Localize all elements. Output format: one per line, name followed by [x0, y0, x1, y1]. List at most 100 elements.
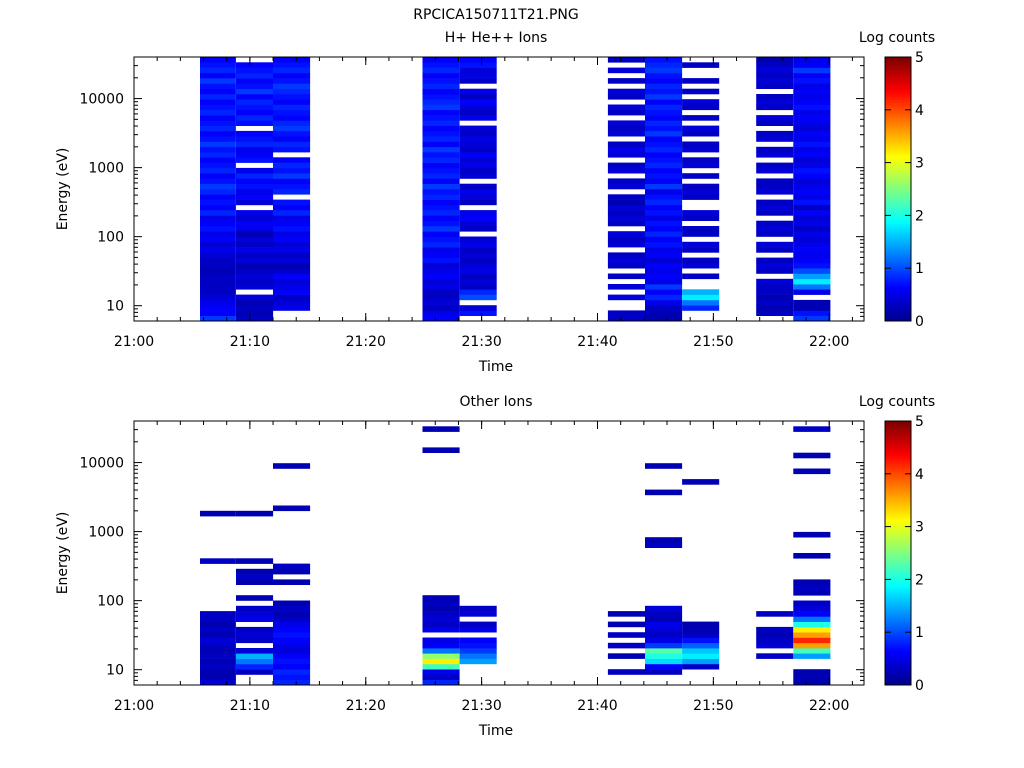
spectrogram-cell	[273, 273, 311, 280]
spectrogram-cell	[459, 220, 497, 227]
spectrogram-cell	[682, 226, 720, 232]
colorbar-segment	[885, 494, 911, 498]
spectrogram-cell	[422, 72, 460, 79]
colorbar-segment	[885, 91, 911, 95]
spectrogram-cell	[422, 605, 460, 612]
spectrogram-cell	[607, 642, 645, 649]
spectrogram-cell	[756, 204, 794, 211]
colorbar-segment	[885, 183, 911, 187]
colorbar-segment	[885, 257, 911, 261]
spectrogram-cell	[607, 252, 645, 258]
colorbar-segment	[885, 146, 911, 150]
spectrogram-cell	[422, 115, 460, 121]
spectrogram-cell	[273, 115, 311, 121]
spectrogram-cell	[200, 611, 236, 617]
colorbar: 0 1 2 3 4 5	[884, 414, 924, 694]
spectrogram-cell	[682, 626, 720, 633]
colorbar-segment	[885, 88, 911, 92]
spectrogram-cell	[200, 136, 236, 142]
colorbar-segment	[885, 159, 911, 163]
spectrogram-cell	[459, 621, 497, 628]
axes: 21:00 21:10 21:20 21:30 21:40 21:50 22:00 10 100…	[79, 56, 865, 350]
spectrogram-cell	[645, 252, 683, 258]
colorbar-segment	[885, 57, 911, 61]
colorbar-tick-label: 4	[915, 467, 924, 483]
spectrogram-cell	[459, 125, 497, 132]
spectrogram-cell	[273, 674, 311, 680]
colorbar-segment	[885, 682, 911, 686]
colorbar-segment	[885, 175, 911, 179]
spectrogram-cell	[236, 146, 274, 153]
spectrogram-cell	[200, 310, 236, 316]
spectrogram-cell	[682, 241, 720, 248]
spectrogram-cell	[756, 305, 794, 311]
spectrogram-cell	[793, 284, 831, 290]
y-tick-label: 10000	[79, 456, 124, 472]
spectrogram-cell	[459, 294, 497, 301]
spectrogram-cell	[756, 289, 794, 295]
x-tick-label: 21:30	[461, 698, 501, 714]
colorbar-label: Log counts	[859, 394, 935, 410]
colorbar-segment	[885, 144, 911, 148]
spectrogram-cell	[236, 173, 274, 179]
spectrogram-cell	[682, 294, 720, 301]
spectrogram-cell	[273, 626, 311, 633]
spectrogram-cell	[422, 125, 460, 132]
spectrogram-cell	[645, 278, 683, 285]
spectrogram-cell	[273, 226, 311, 232]
colorbar-tick-label: 1	[915, 625, 924, 641]
spectrogram-cell	[793, 226, 831, 232]
spectrogram-cell	[793, 210, 831, 216]
spectrogram-cell	[273, 67, 311, 74]
y-tick-label: 100	[97, 594, 124, 610]
spectrogram-cell	[645, 294, 683, 301]
spectrogram-cell	[422, 67, 460, 74]
spectrogram-cell	[422, 231, 460, 237]
spectrogram-cell	[200, 284, 236, 290]
spectrogram-cell	[422, 616, 460, 622]
colorbar-segment	[885, 315, 911, 319]
colorbar-segment	[885, 78, 911, 82]
spectrogram-cell	[459, 109, 497, 116]
spectrogram-cell	[607, 284, 645, 290]
spectrogram-cell	[236, 189, 274, 195]
spectrogram-cell	[756, 183, 794, 190]
colorbar-label: Log counts	[859, 30, 935, 46]
spectrogram-cell	[273, 278, 311, 285]
y-tick-label: 1000	[88, 161, 124, 177]
spectrogram-cell	[459, 252, 497, 258]
spectrogram-cell	[645, 273, 683, 280]
spectrogram-cell	[273, 262, 311, 269]
colorbar-segment	[885, 671, 911, 675]
spectrogram-cell	[273, 637, 311, 644]
spectrogram-cell	[793, 257, 831, 264]
spectrogram-cell	[607, 57, 645, 63]
colorbar-segment	[885, 463, 911, 467]
spectrogram-cell	[645, 173, 683, 179]
spectrogram-cell	[682, 273, 720, 280]
colorbar-segment	[885, 460, 911, 464]
spectrogram-cell	[200, 67, 236, 74]
spectrogram-cell	[459, 173, 497, 179]
spectrogram-cell	[236, 120, 274, 126]
colorbar-segment	[885, 537, 911, 541]
spectrogram-cell	[273, 663, 311, 670]
colorbar-segment	[885, 637, 911, 641]
spectrogram-cell	[793, 669, 831, 675]
spectrogram-cell	[273, 621, 311, 628]
spectrogram-cell	[793, 247, 831, 253]
spectrogram-cell	[236, 104, 274, 111]
panel-title: Other Ions	[459, 394, 532, 410]
spectrogram-cell	[607, 215, 645, 221]
spectrogram-cell	[422, 621, 460, 628]
spectrogram-cell	[236, 62, 274, 68]
colorbar-segment	[885, 154, 911, 158]
spectrogram-cell	[682, 231, 720, 237]
colorbar-segment	[885, 421, 911, 425]
spectrogram-cell	[200, 78, 236, 84]
spectrogram-cell	[459, 94, 497, 100]
spectrogram-cell	[200, 194, 236, 200]
colorbar-segment	[885, 621, 911, 625]
spectrogram-cell	[607, 199, 645, 206]
spectrogram-cell	[607, 241, 645, 248]
